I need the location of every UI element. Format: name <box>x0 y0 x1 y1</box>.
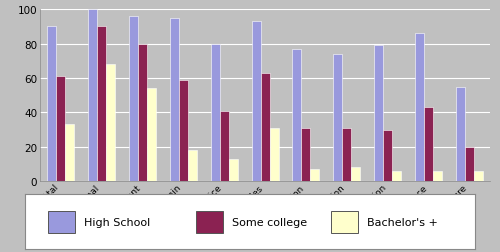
Bar <box>147 89 156 181</box>
Bar <box>342 128 351 181</box>
Bar <box>433 171 442 181</box>
Bar <box>456 87 465 181</box>
Bar <box>56 77 65 181</box>
Bar <box>474 171 483 181</box>
Bar <box>374 46 383 181</box>
Text: Bachelor's +: Bachelor's + <box>367 217 438 227</box>
Bar <box>129 17 138 181</box>
Bar <box>465 147 474 181</box>
Bar <box>260 74 270 181</box>
Bar <box>302 128 310 181</box>
Bar <box>65 125 74 181</box>
Bar <box>228 159 237 181</box>
Bar <box>170 19 178 181</box>
Bar <box>47 27 56 181</box>
Bar <box>352 168 360 181</box>
Bar <box>210 44 220 181</box>
Bar <box>88 10 97 181</box>
Bar <box>383 130 392 181</box>
FancyBboxPatch shape <box>48 211 74 233</box>
Bar <box>334 55 342 181</box>
Bar <box>415 34 424 181</box>
Bar <box>188 151 196 181</box>
Bar <box>220 111 228 181</box>
Bar <box>424 108 433 181</box>
Bar <box>138 44 147 181</box>
Bar <box>310 169 320 181</box>
Bar <box>292 49 302 181</box>
Text: Some college: Some college <box>232 217 307 227</box>
Bar <box>97 27 106 181</box>
Bar <box>252 22 260 181</box>
FancyBboxPatch shape <box>196 211 223 233</box>
FancyBboxPatch shape <box>331 211 358 233</box>
Bar <box>392 171 401 181</box>
Bar <box>178 80 188 181</box>
Bar <box>106 65 115 181</box>
Text: High School: High School <box>84 217 150 227</box>
Bar <box>270 128 278 181</box>
